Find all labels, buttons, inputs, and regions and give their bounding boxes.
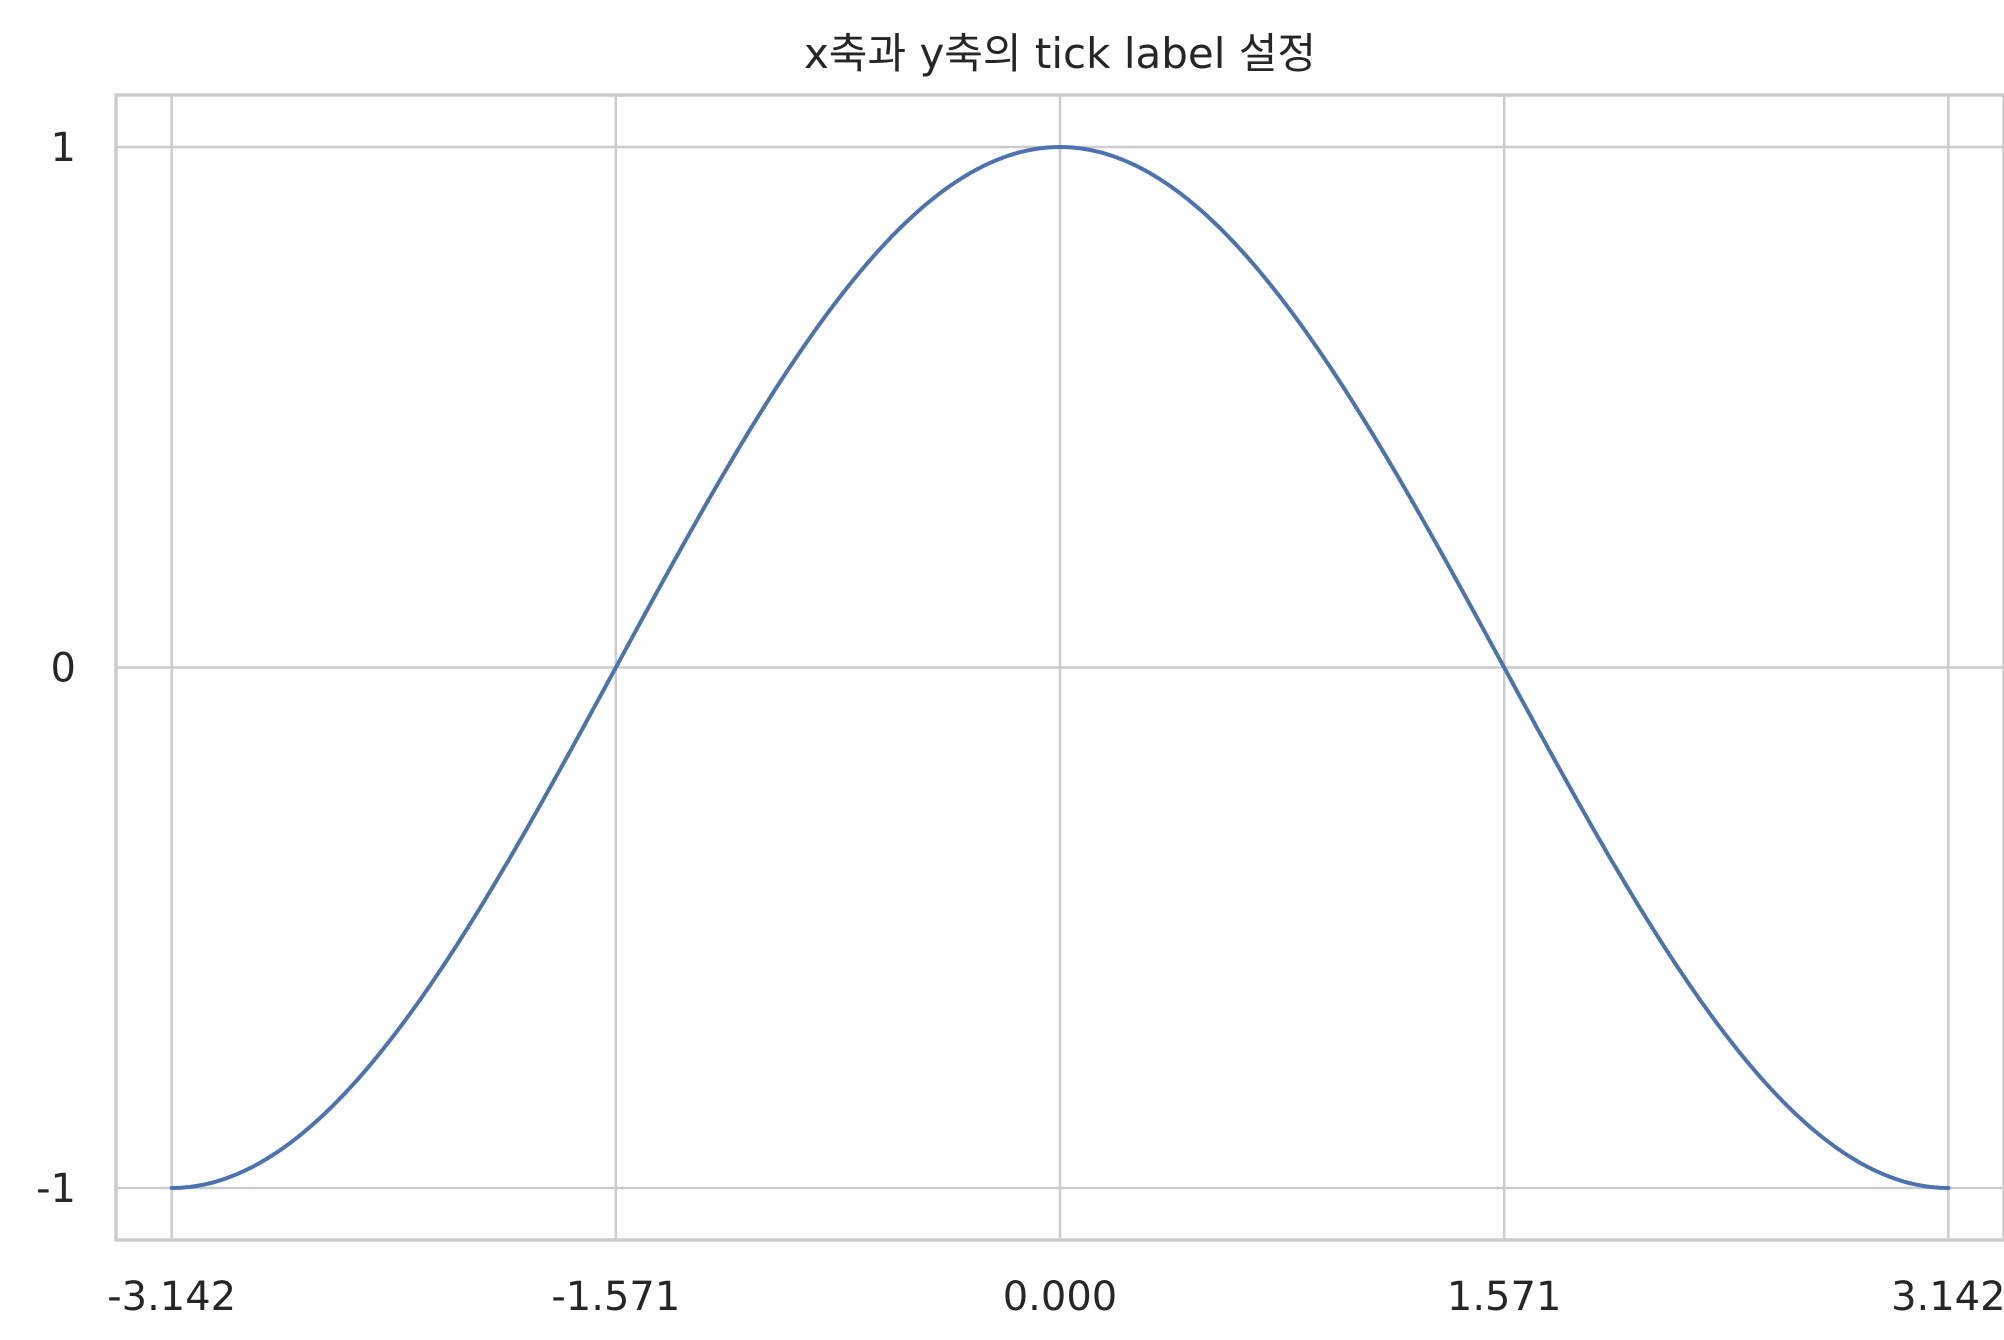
- y-tick-label: 1: [51, 125, 76, 171]
- plot-area: [114, 93, 2004, 1242]
- x-tick-label: -3.142: [107, 1274, 236, 1320]
- grid: [116, 95, 2004, 1240]
- y-tick-label: 0: [51, 646, 76, 692]
- x-tick-label: 0.000: [1003, 1274, 1118, 1320]
- series-layer: [169, 145, 1951, 1190]
- x-tick-label: 3.142: [1891, 1274, 2004, 1320]
- x-tick-label: -1.571: [551, 1274, 680, 1320]
- y-tick-label: -1: [36, 1166, 76, 1212]
- plot-frame: [114, 93, 2004, 1242]
- y-axis-tick-labels: -1 0 1: [36, 125, 76, 1212]
- x-tick-label: 1.571: [1447, 1274, 1562, 1320]
- x-axis-tick-labels: -3.142 -1.571 0.000 1.571 3.142: [107, 1274, 2004, 1320]
- series-line: [169, 145, 1951, 1190]
- chart-title: x축과 y축의 tick label 설정: [804, 29, 1316, 78]
